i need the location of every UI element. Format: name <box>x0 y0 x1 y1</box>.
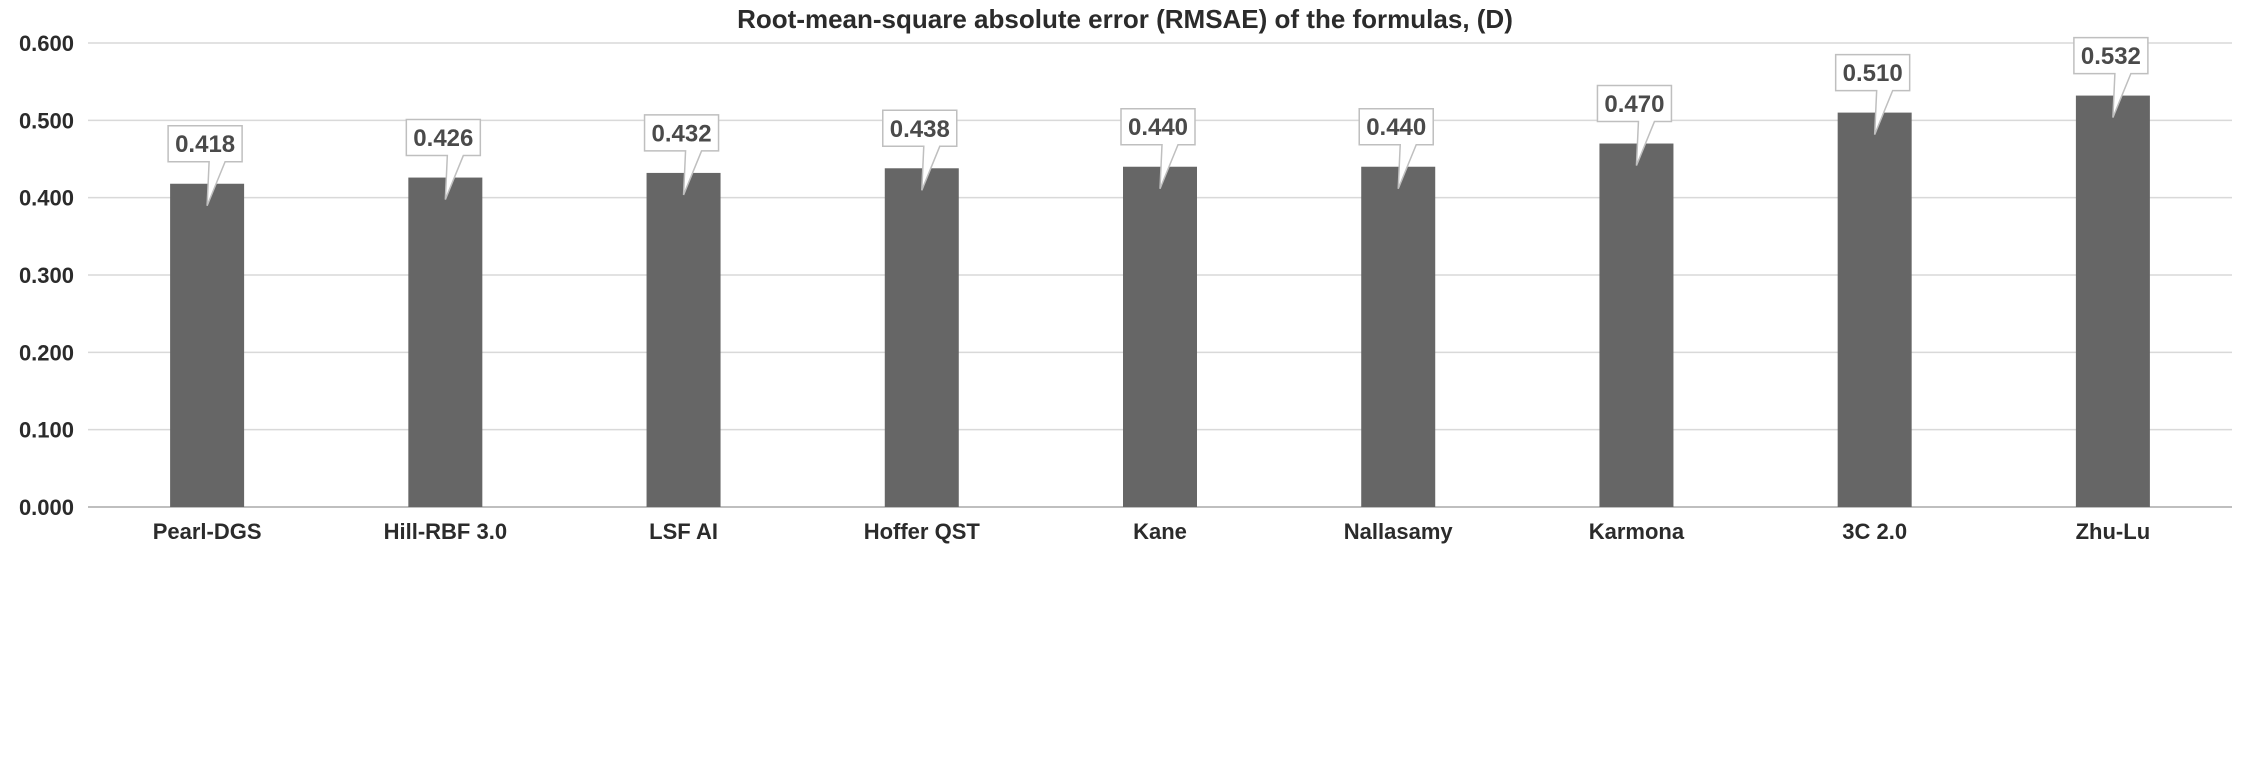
data-label-callout <box>405 118 482 200</box>
y-tick-label: 0.000 <box>19 495 74 520</box>
x-tick-label: 3C 2.0 <box>1842 519 1907 544</box>
bar <box>1599 143 1674 508</box>
bar <box>1123 166 1197 507</box>
y-tick-label: 0.100 <box>19 418 74 443</box>
y-axis: 0.000 0.100 0.200 0.300 0.400 0.500 0.600 <box>19 31 74 520</box>
bar <box>408 177 483 507</box>
data-label-callout <box>1834 53 1911 135</box>
bar <box>884 168 959 507</box>
data-label-callout <box>167 124 243 207</box>
y-tick-label: 0.500 <box>19 108 74 133</box>
data-label: 0.418 <box>175 131 235 158</box>
x-tick-label: Pearl-DGS <box>153 519 262 544</box>
data-label: 0.532 <box>2081 43 2141 70</box>
x-tick-label: Kane <box>1133 519 1187 544</box>
x-tick-label: LSF AI <box>649 519 718 544</box>
x-tick-label: Zhu-Lu <box>2076 519 2151 544</box>
data-label: 0.440 <box>1366 114 1426 141</box>
x-tick-label: Hoffer QST <box>864 519 981 544</box>
data-label: 0.440 <box>1128 114 1188 141</box>
y-tick-label: 0.200 <box>19 340 74 365</box>
data-label-callout <box>1120 107 1196 190</box>
data-label: 0.432 <box>652 120 712 147</box>
data-label-callout <box>2073 36 2149 118</box>
x-tick-label: Hill-RBF 3.0 <box>384 519 507 544</box>
y-tick-label: 0.400 <box>19 186 74 211</box>
bars <box>170 95 2150 508</box>
chart-title: Root-mean-square absolute error (RMSAE) … <box>737 4 1513 34</box>
y-tick-label: 0.600 <box>19 31 74 56</box>
x-axis: Pearl-DGS Hill-RBF 3.0 LSF AI Hoffer QST Kan… <box>153 519 2150 544</box>
data-label: 0.510 <box>1843 60 1903 87</box>
y-tick-label: 0.300 <box>19 263 74 288</box>
bar <box>1837 112 1912 507</box>
data-label: 0.470 <box>1604 91 1664 118</box>
data-label-callout <box>882 109 958 191</box>
bar <box>1361 166 1436 507</box>
bar <box>646 172 721 508</box>
bar <box>2075 95 2150 507</box>
bar <box>170 183 245 507</box>
data-label-callout <box>1596 84 1673 166</box>
data-label: 0.426 <box>413 125 473 152</box>
data-label: 0.438 <box>890 116 950 143</box>
data-label-callout <box>1358 107 1434 190</box>
x-tick-label: Nallasamy <box>1344 519 1454 544</box>
data-labels: 0.418 0.426 0.432 0.438 0.440 0.440 0.470 0.510… <box>167 36 2149 207</box>
x-tick-label: Karmona <box>1589 519 1685 544</box>
data-label-callout <box>643 114 720 196</box>
